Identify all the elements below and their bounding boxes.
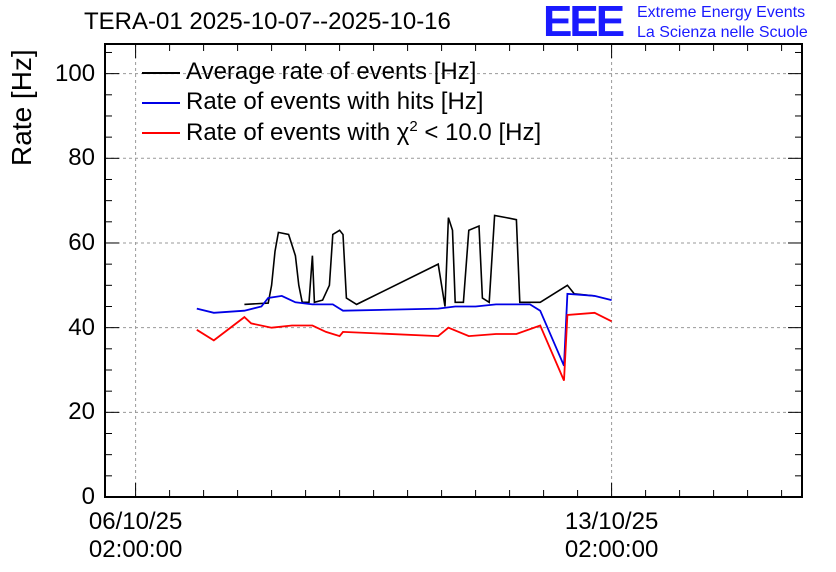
y-tick-label: 80 (68, 144, 95, 172)
y-tick-label: 60 (68, 228, 95, 256)
y-tick-label: 100 (55, 59, 96, 87)
eee-logo: EEE (543, 0, 625, 46)
x-tick-label: 06/10/25 02:00:00 (56, 508, 216, 564)
series-line-hits (196, 292, 612, 367)
x-tick-time: 02:00:00 (564, 536, 659, 563)
series-line-chi2 (196, 311, 613, 381)
x-tick-time: 02:00:00 (88, 536, 183, 563)
x-tick-label: 13/10/25 02:00:00 (532, 508, 692, 564)
legend-avg-label: Average rate of events [Hz] (186, 58, 477, 85)
logo-line-1: Extreme Energy Events (637, 4, 806, 21)
x-tick-date: 13/10/25 (564, 508, 659, 535)
chart-title: TERA-01 2025-10-07--2025-10-16 (84, 8, 451, 35)
logo-line-2: La Scienza nelle Scuole (637, 24, 808, 41)
y-tick-label: 0 (81, 483, 95, 510)
y-tick-label: 40 (68, 313, 95, 341)
x-tick-date: 06/10/25 (88, 508, 183, 535)
y-axis-label: Rate [Hz] (6, 49, 37, 166)
series-line-average (244, 214, 595, 307)
plot-frame (104, 43, 803, 498)
legend-hits-label: Rate of events with hits [Hz] (186, 88, 484, 115)
y-tick-label: 20 (68, 398, 95, 426)
legend-chi-label: Rate of events with χ2 < 10.0 [Hz] (186, 118, 542, 146)
